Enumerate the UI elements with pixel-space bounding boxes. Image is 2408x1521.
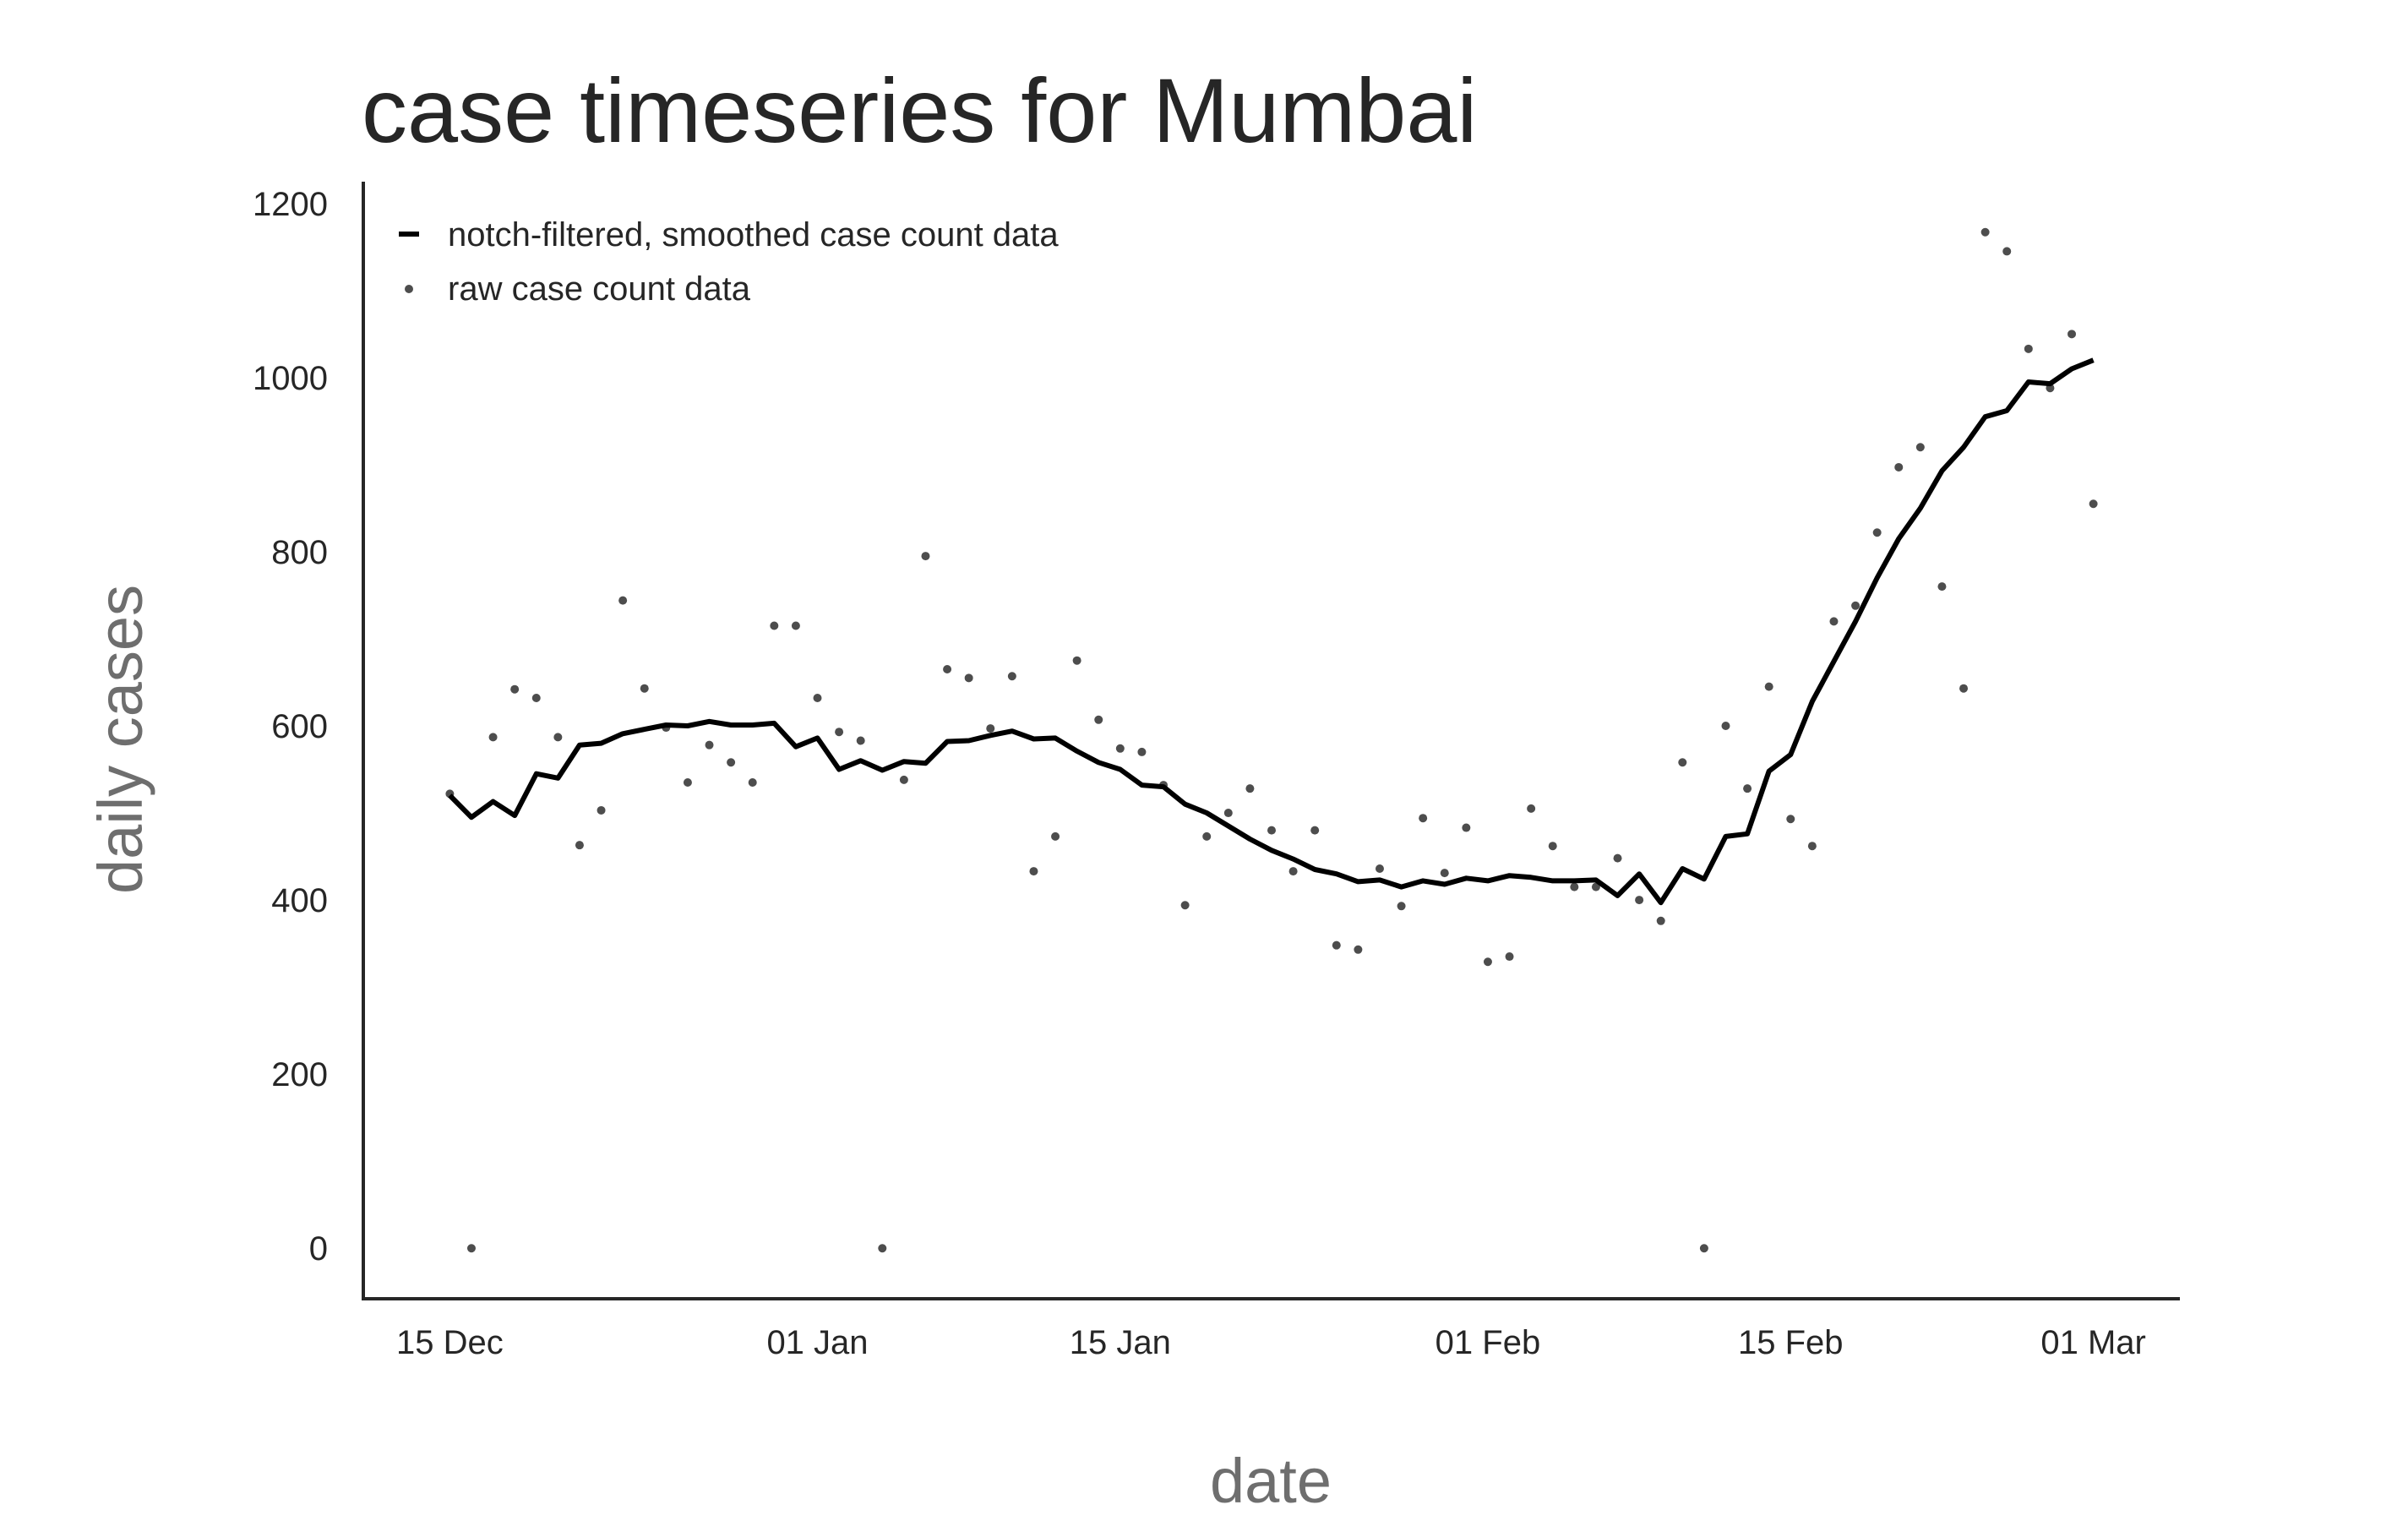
raw-data-point [878, 1244, 887, 1253]
raw-data-point [899, 775, 908, 784]
raw-data-point [488, 733, 498, 742]
raw-data-point [943, 665, 952, 674]
x-tick-label: 01 Feb [1436, 1324, 1541, 1361]
raw-data-point [1959, 684, 1969, 693]
raw-data-point [1678, 758, 1687, 767]
raw-data-point [1267, 826, 1276, 835]
chart-title: case timeseries for Mumbai [362, 59, 1477, 161]
raw-data-point [618, 596, 628, 605]
x-axis-label: date [1210, 1446, 1332, 1516]
raw-data-point [1872, 528, 1882, 537]
y-tick-label: 400 [271, 882, 328, 919]
raw-data-point [1288, 867, 1298, 876]
x-tick-label: 01 Mar [2040, 1324, 2146, 1361]
raw-data-point [2089, 499, 2098, 509]
raw-data-point [2068, 330, 2077, 339]
x-tick-label: 15 Jan [1070, 1324, 1171, 1361]
raw-data-point [1505, 952, 1514, 962]
raw-data-point [1354, 945, 1363, 954]
raw-data-point [2024, 344, 2033, 353]
raw-data-point [1786, 815, 1795, 824]
raw-data-point [1829, 617, 1839, 626]
raw-data-point [1980, 227, 1990, 237]
raw-data-point [1223, 809, 1233, 818]
raw-data-point [1937, 582, 1947, 592]
raw-data-point [1007, 672, 1016, 681]
raw-data-point [1419, 814, 1428, 823]
y-tick-label: 800 [271, 534, 328, 571]
raw-data-point [1115, 744, 1125, 753]
raw-data-point [531, 694, 541, 703]
raw-data-point [1527, 804, 1536, 813]
raw-data-point [597, 805, 606, 815]
raw-data-point [1310, 826, 1320, 835]
raw-data-point [1570, 882, 1579, 891]
raw-data-point [1245, 784, 1255, 793]
raw-data-point [1051, 831, 1060, 841]
raw-data-point [1613, 853, 1622, 863]
smoothed-line-layer [448, 357, 2095, 906]
raw-data-point [1202, 831, 1212, 841]
raw-data-point [1743, 784, 1752, 793]
raw-data-point [510, 684, 520, 694]
raw-data-point [856, 736, 865, 745]
raw-data-point [964, 673, 973, 683]
x-tick-label: 15 Dec [396, 1324, 504, 1361]
raw-data-point [835, 728, 844, 737]
raw-data-point [748, 777, 757, 787]
raw-data-point [1440, 869, 1449, 878]
raw-data-point [791, 621, 800, 630]
x-tick-label: 15 Feb [1738, 1324, 1844, 1361]
y-tick-label: 1000 [253, 360, 328, 397]
y-tick-label: 600 [271, 708, 328, 745]
raw-data-point [921, 552, 930, 561]
raw-data-point [727, 758, 736, 767]
raw-data-point [2002, 247, 2012, 256]
raw-data-point [705, 740, 714, 750]
raw-data-point [770, 621, 779, 630]
y-tick-label: 1200 [253, 186, 328, 223]
raw-data-point [1721, 721, 1730, 730]
x-tick-labels: 15 Dec 01 Jan 15 Jan 01 Feb 15 Feb 01 Mar [396, 1324, 2146, 1361]
raw-data-point [553, 733, 563, 742]
raw-data-point [640, 684, 649, 693]
raw-data-point [683, 777, 692, 787]
raw-data-point [1072, 656, 1081, 665]
raw-data-point [813, 694, 822, 703]
raw-data-point [1699, 1244, 1708, 1253]
raw-data-point [1332, 940, 1341, 950]
smoothed-series-line [448, 357, 2095, 906]
raw-data-point [1894, 462, 1904, 472]
y-axis-label: daily cases [85, 585, 155, 894]
raw-data-point [1462, 823, 1471, 832]
y-tick-label: 200 [271, 1056, 328, 1093]
raw-data-point [1094, 715, 1103, 724]
raw-data-point [1397, 902, 1406, 911]
raw-data-point [1764, 682, 1773, 691]
raw-data-point [1915, 443, 1925, 452]
legend-point-swatch [405, 285, 413, 293]
raw-data-point [1591, 882, 1600, 891]
raw-data-point [1548, 842, 1557, 851]
legend-label-raw: raw case count data [448, 270, 751, 308]
raw-data-point [1137, 747, 1147, 756]
raw-data-point [1180, 901, 1190, 910]
raw-points-layer [445, 227, 2098, 1253]
legend-label-smoothed: notch-filtered, smoothed case count data [448, 216, 1059, 254]
raw-data-point [1483, 957, 1492, 967]
x-tick-label: 01 Jan [766, 1324, 868, 1361]
y-tick-labels: 0 200 400 600 800 1000 1200 [253, 186, 328, 1268]
raw-data-point [1375, 864, 1384, 873]
legend: notch-filtered, smoothed case count data… [399, 216, 1059, 308]
raw-data-point [1851, 601, 1860, 610]
raw-data-point [986, 724, 995, 733]
raw-data-point [1029, 867, 1038, 876]
raw-data-point [466, 1244, 476, 1253]
raw-data-point [575, 841, 584, 850]
raw-data-point [1807, 842, 1817, 851]
raw-data-point [1635, 896, 1644, 905]
raw-data-point [1656, 916, 1665, 925]
y-tick-label: 0 [309, 1230, 328, 1268]
